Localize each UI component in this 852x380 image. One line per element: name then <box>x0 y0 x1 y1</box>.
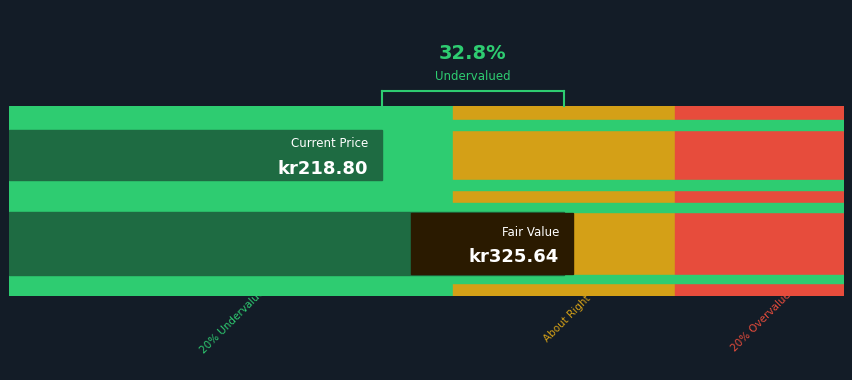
Text: Fair Value: Fair Value <box>501 226 558 239</box>
Bar <box>9 203 843 212</box>
Bar <box>9 274 843 283</box>
Bar <box>9 120 843 130</box>
Text: Undervalued: Undervalued <box>435 70 510 82</box>
Text: 20% Undervalued: 20% Undervalued <box>198 283 270 355</box>
Bar <box>9 130 382 180</box>
Text: kr325.64: kr325.64 <box>468 249 558 266</box>
Text: About Right: About Right <box>542 294 592 344</box>
Bar <box>9 179 843 190</box>
Bar <box>9 212 563 274</box>
Bar <box>410 213 572 274</box>
Text: 20% Overvalued: 20% Overvalued <box>728 285 797 353</box>
Bar <box>675 106 843 296</box>
Text: Current Price: Current Price <box>291 137 368 150</box>
Text: kr218.80: kr218.80 <box>278 160 368 178</box>
Bar <box>9 106 452 296</box>
Bar <box>452 106 675 296</box>
Text: 32.8%: 32.8% <box>439 44 506 63</box>
